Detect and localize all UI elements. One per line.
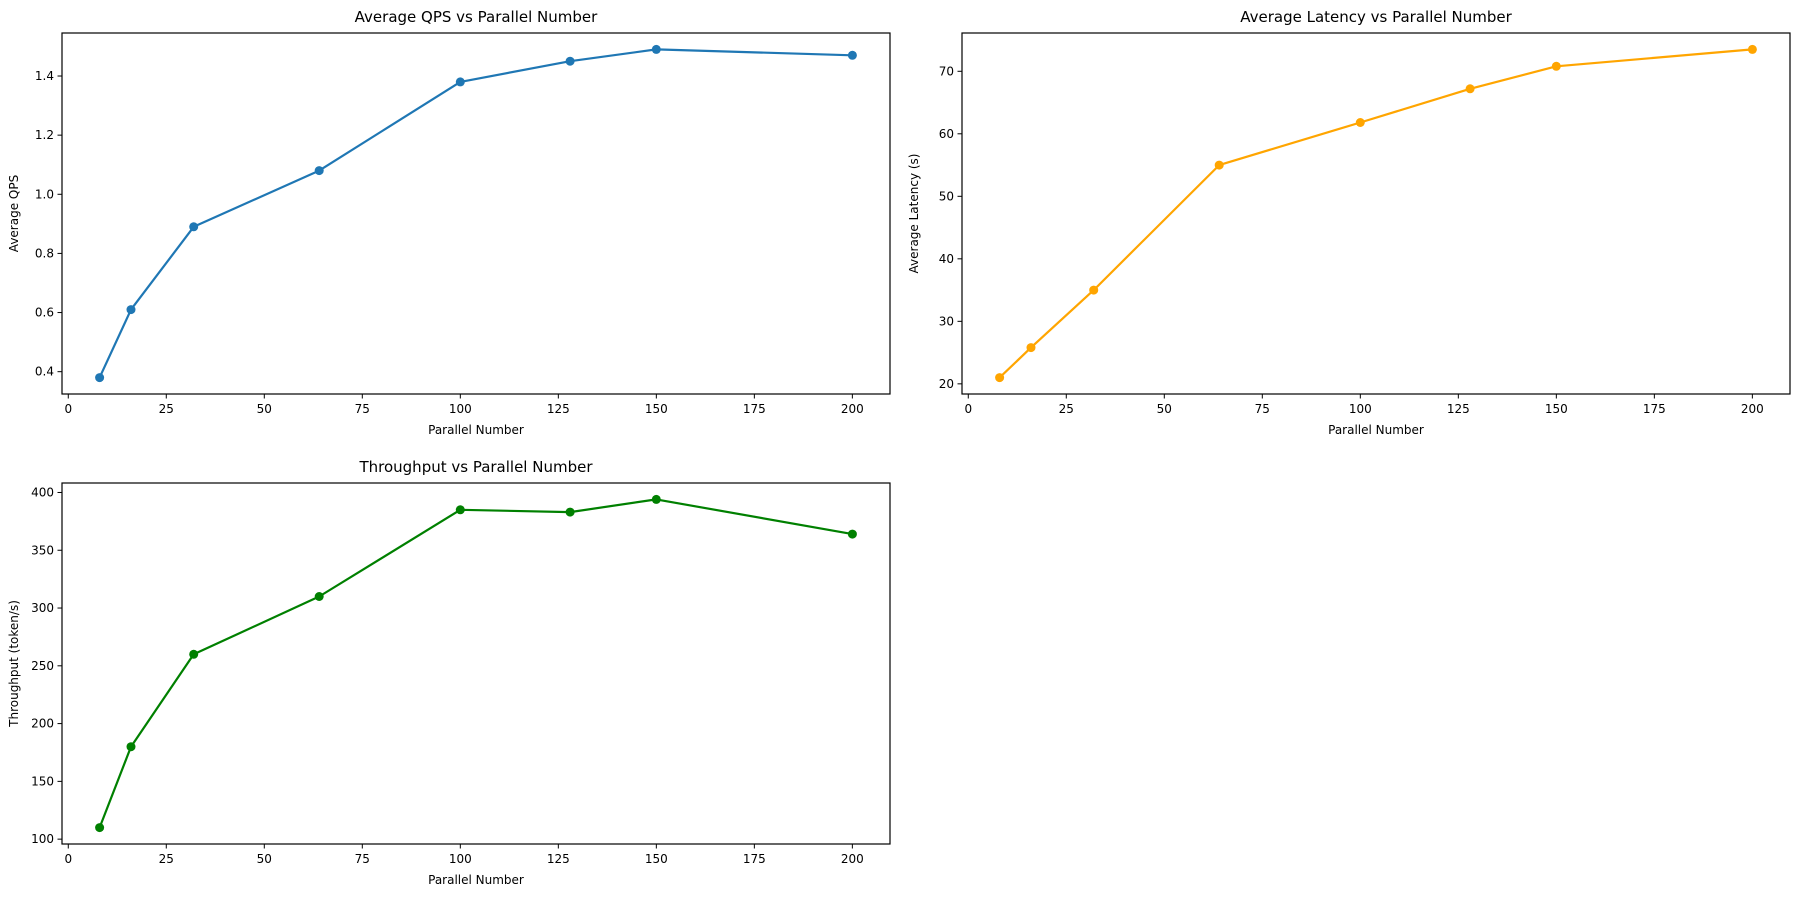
y-tick-label: 0.6 — [35, 306, 54, 320]
x-tick-label: 25 — [1059, 402, 1074, 416]
x-tick-label: 75 — [355, 402, 370, 416]
y-tick-label: 300 — [31, 601, 54, 615]
data-point — [565, 56, 575, 66]
data-point — [1747, 44, 1757, 54]
x-axis-label: Parallel Number — [1328, 423, 1424, 437]
data-point — [455, 77, 465, 87]
chart-title: Throughput vs Parallel Number — [358, 458, 593, 476]
series-line — [98, 48, 854, 379]
y-tick-label: 70 — [939, 64, 954, 78]
x-tick-label: 200 — [841, 852, 864, 866]
data-point — [1465, 84, 1475, 94]
x-axis-label: Parallel Number — [428, 423, 524, 437]
y-tick-label: 1.4 — [35, 69, 54, 83]
x-tick-label: 125 — [547, 852, 570, 866]
chart-title: Average Latency vs Parallel Number — [1240, 8, 1512, 26]
x-tick-label: 0 — [964, 402, 972, 416]
data-point — [95, 823, 105, 833]
x-tick-label: 50 — [257, 852, 272, 866]
data-point — [314, 592, 324, 601]
plot-border — [61, 32, 891, 395]
y-tick-label: 40 — [939, 252, 954, 266]
x-tick-label: 175 — [743, 852, 766, 866]
data-point — [847, 50, 857, 60]
x-tick-label: 75 — [1255, 402, 1270, 416]
data-point — [847, 529, 857, 539]
data-point — [455, 505, 465, 515]
x-tick-label: 50 — [1157, 402, 1172, 416]
data-point — [1026, 343, 1036, 353]
data-point — [1214, 160, 1224, 170]
y-tick-label: 250 — [31, 659, 54, 673]
data-point — [95, 373, 105, 383]
x-tick-label: 75 — [355, 852, 370, 866]
data-point — [1089, 285, 1099, 295]
data-point — [314, 166, 324, 176]
x-tick-label: 175 — [1643, 402, 1666, 416]
y-tick-label: 400 — [31, 485, 54, 499]
series-line — [998, 48, 1754, 379]
y-tick-label: 50 — [939, 189, 954, 203]
data-point — [995, 373, 1005, 383]
x-tick-label: 125 — [1447, 402, 1470, 416]
x-tick-label: 100 — [449, 852, 472, 866]
x-tick-label: 25 — [159, 402, 174, 416]
qps-chart-svg: 0 25 50 75 100 125 150 175 200 0.4 0.6 0.8 1.0 1.2 1.4… — [7, 8, 891, 437]
x-tick-label: 25 — [159, 852, 174, 866]
x-tick-label: 50 — [257, 402, 272, 416]
x-tick-label: 200 — [841, 402, 864, 416]
x-tick-label: 150 — [645, 852, 668, 866]
x-tick-label: 175 — [743, 402, 766, 416]
data-point — [651, 494, 661, 504]
data-point — [189, 222, 199, 232]
empty-panel — [900, 450, 1800, 900]
throughput-chart-svg: 0 25 50 75 100 125 150 175 200 100 150 200 250 300 350… — [7, 458, 891, 887]
plot-border — [61, 482, 891, 845]
y-tick-label: 1.2 — [35, 128, 54, 142]
x-tick-label: 0 — [64, 402, 72, 416]
y-tick-label: 100 — [31, 832, 54, 846]
y-tick-label: 0.8 — [35, 246, 54, 260]
x-tick-label: 100 — [1349, 402, 1372, 416]
data-point — [1355, 118, 1365, 127]
throughput-chart-figure: 0 25 50 75 100 125 150 175 200 100 150 200 250 300 350… — [0, 450, 900, 900]
data-point — [126, 742, 136, 752]
x-tick-label: 0 — [64, 852, 72, 866]
y-tick-label: 150 — [31, 774, 54, 788]
latency-chart-svg: 0 25 50 75 100 125 150 175 200 20 30 40 50 60 70 Averag… — [907, 8, 1791, 437]
data-point — [651, 44, 661, 54]
x-axis-label: Parallel Number — [428, 873, 524, 887]
data-point — [565, 507, 575, 517]
x-tick-label: 150 — [1545, 402, 1568, 416]
series-line — [98, 498, 854, 829]
qps-chart-figure: 0 25 50 75 100 125 150 175 200 0.4 0.6 0.8 1.0 1.2 1.4… — [0, 0, 900, 450]
plot-border — [961, 32, 1791, 395]
x-tick-label: 150 — [645, 402, 668, 416]
x-tick-label: 200 — [1741, 402, 1764, 416]
y-axis-label: Average QPS — [7, 175, 21, 252]
chart-title: Average QPS vs Parallel Number — [355, 8, 598, 26]
y-axis-label: Throughput (token/s) — [7, 600, 21, 728]
y-tick-label: 0.4 — [35, 365, 54, 379]
y-tick-label: 30 — [939, 314, 954, 328]
y-axis-label: Average Latency (s) — [907, 154, 921, 274]
y-tick-label: 200 — [31, 717, 54, 731]
y-tick-label: 60 — [939, 127, 954, 141]
y-tick-label: 20 — [939, 377, 954, 391]
x-tick-label: 100 — [449, 402, 472, 416]
y-tick-label: 1.0 — [35, 187, 54, 201]
data-point — [1551, 61, 1561, 71]
y-tick-label: 350 — [31, 543, 54, 557]
x-tick-label: 125 — [547, 402, 570, 416]
data-point — [126, 305, 136, 315]
data-point — [189, 649, 199, 659]
latency-chart-figure: 0 25 50 75 100 125 150 175 200 20 30 40 50 60 70 Averag… — [900, 0, 1800, 450]
